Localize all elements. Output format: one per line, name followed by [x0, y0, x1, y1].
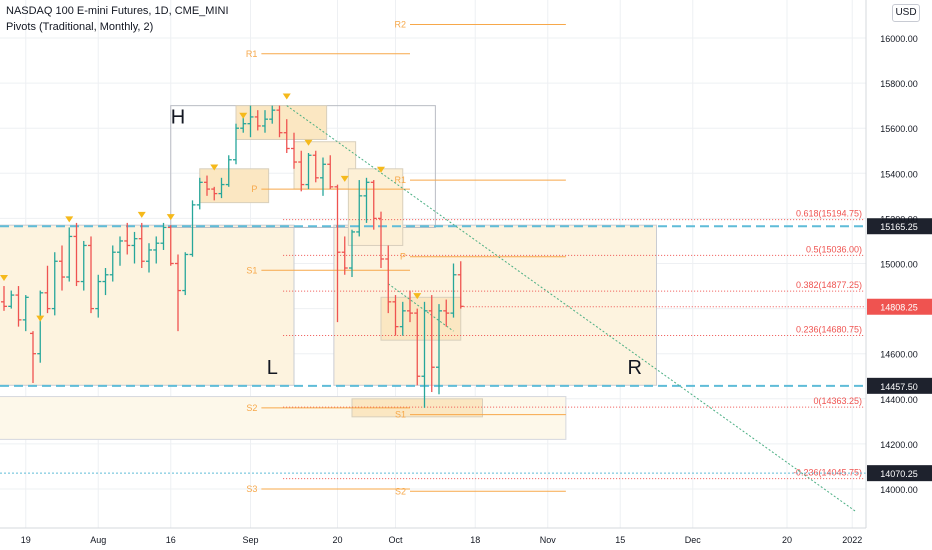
time-tick-label: 20 [782, 535, 792, 545]
price-tick-label: 15400.00 [880, 169, 918, 179]
range-zone-left [0, 224, 295, 386]
fractal-high-marker [137, 211, 146, 218]
swing-box-4 [347, 168, 404, 246]
time-tick-label: 20 [332, 535, 342, 545]
swing-box-2 [235, 105, 328, 140]
price-tick-label: 15600.00 [880, 124, 918, 134]
fib-label: 0.5(15036.00) [806, 244, 862, 254]
time-tick-label: 15 [615, 535, 625, 545]
currency-button[interactable]: USD [892, 4, 920, 22]
fib-label: -0.236(14045.75) [793, 468, 862, 478]
fractal-high-marker [413, 293, 422, 300]
price-tick-label: 16000.00 [880, 34, 918, 44]
last-price-badge [867, 298, 932, 315]
fractal-high-marker [239, 112, 248, 119]
swing-box-5 [380, 296, 462, 341]
fractal-high-marker [304, 139, 313, 146]
time-tick-label: 2022 [842, 535, 862, 545]
level-badge-label: 15165.25 [880, 222, 918, 232]
chart-title: NASDAQ 100 E-mini Futures, 1D, CME_MINI [6, 5, 229, 17]
time-tick-label: 19 [21, 535, 31, 545]
fib-label: 0.382(14877.25) [796, 280, 862, 290]
horizontal-levels: 15165.25 14457.50 14070.25 [0, 218, 932, 482]
level-badge-label: 14070.25 [880, 469, 918, 479]
level-badge-label: 14457.50 [880, 382, 918, 392]
price-tick-label: 15800.00 [880, 79, 918, 89]
pivot-label: R2 [394, 19, 406, 29]
price-tick-label: 14000.00 [880, 485, 918, 495]
fractal-markers [0, 93, 422, 322]
level-badge [867, 218, 932, 235]
time-tick-label: 18 [470, 535, 480, 545]
level-badge [867, 465, 932, 482]
time-tick-label: Aug [90, 535, 106, 545]
zones [0, 105, 657, 440]
swing-box-1 [199, 168, 270, 204]
fib-label: 0.236(14680.75) [796, 324, 862, 334]
fractal-high-marker [282, 93, 291, 100]
time-tick-label: Dec [685, 535, 702, 545]
price-tick-label: 14600.00 [880, 350, 918, 360]
pivot-label: S1 [246, 265, 257, 275]
time-tick-label: Sep [242, 535, 258, 545]
pivot-label: R1 [246, 49, 258, 59]
trend-line-short [387, 283, 454, 332]
fractal-high-marker [65, 216, 74, 223]
fractal-high-marker [210, 164, 219, 171]
pivot-label: S2 [246, 403, 257, 413]
price-tick-label: 14400.00 [880, 395, 918, 405]
pivot-label: S3 [246, 484, 257, 494]
fractal-high-marker [340, 175, 349, 182]
annotation-label: H [171, 107, 185, 129]
indicator-label[interactable]: Pivots (Traditional, Monthly, 2) [6, 21, 154, 33]
pivot-lines: R2 R1 R1 P P S1 S1 S2 S3 S2 [246, 19, 566, 496]
price-tick-label: 15000.00 [880, 260, 918, 270]
pivot-label: S2 [395, 486, 406, 496]
time-tick-label: 16 [166, 535, 176, 545]
price-tick-label: 15200.00 [880, 214, 918, 224]
fractal-marker [36, 315, 45, 322]
annotation-label: R [628, 357, 642, 379]
fractal-marker [0, 275, 8, 282]
annotations: H L R [171, 107, 642, 379]
price-tick-label: 14200.00 [880, 440, 918, 450]
time-tick-label: Oct [388, 535, 403, 545]
swing-box-3 [293, 141, 357, 190]
fractal-high-marker [166, 214, 175, 221]
pivot-label: R1 [394, 175, 406, 185]
fib-label: 0.618(15194.75) [796, 209, 862, 219]
pivot-label: S1 [395, 410, 406, 420]
trend-line [286, 105, 857, 512]
trend-line [286, 105, 857, 512]
level-badge [867, 377, 932, 394]
price-bars [1, 105, 464, 408]
fib-label: 0(14363.25) [813, 396, 862, 406]
pivot-label: P [400, 252, 406, 262]
fractal-high-marker [377, 166, 385, 173]
fib-levels: 0.618(15194.75) 0.5(15036.00) 0.382(14877.… [283, 209, 865, 480]
annotation-label: L [267, 357, 278, 379]
pivot-label: P [251, 184, 257, 194]
time-tick-label: Nov [540, 535, 557, 545]
last-price-label: 14808.25 [880, 303, 918, 313]
